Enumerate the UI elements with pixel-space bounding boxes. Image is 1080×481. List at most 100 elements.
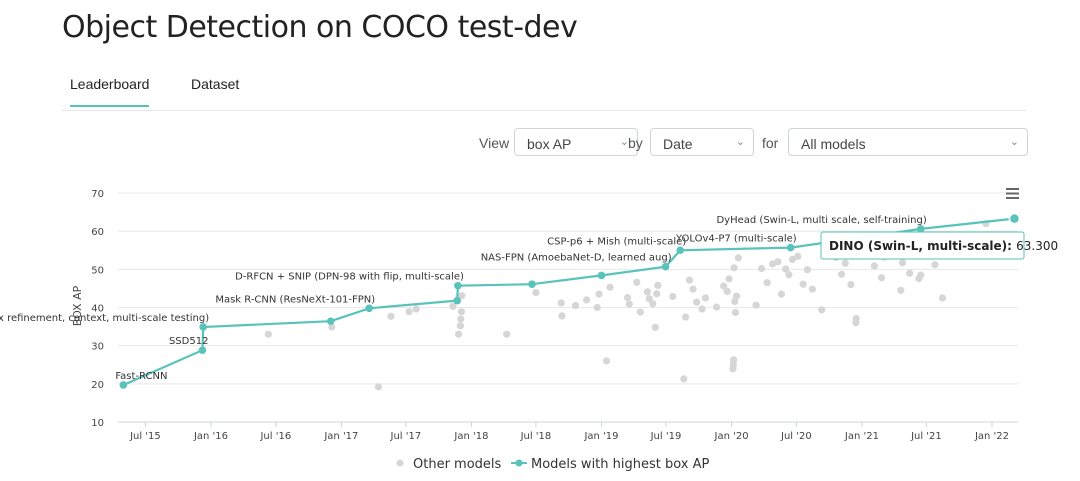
other-model-point — [763, 279, 771, 287]
other-model-point — [782, 265, 790, 273]
x-tick-label: Jan '20 — [714, 431, 749, 442]
other-model-point — [693, 298, 701, 306]
sota-point-label: CSP-p6 + Mish (multi-scale) — [547, 236, 686, 247]
by-label: by — [628, 135, 643, 151]
y-tick-label: 10 — [91, 418, 104, 429]
other-model-point — [651, 323, 659, 331]
x-tick-label: Jul '15 — [129, 431, 161, 442]
other-model-point — [803, 266, 812, 274]
other-model-point — [593, 303, 601, 312]
for-select-value: All models — [801, 136, 866, 152]
sota-point — [119, 381, 128, 389]
tooltip: DINO (Swin-L, multi-scale): 63.300 — [820, 231, 1058, 260]
other-model-point — [777, 290, 786, 298]
sota-point — [916, 225, 925, 233]
tab-dataset[interactable]: Dataset — [191, 76, 240, 92]
for-select[interactable]: All models ⌄ — [788, 128, 1028, 156]
other-model-point — [532, 289, 540, 297]
svg-text:DINO (Swin-L, multi-scale): 63: DINO (Swin-L, multi-scale): 63.300 — [829, 239, 1058, 253]
x-tick-label: Jan '22 — [974, 431, 1009, 442]
sota-labels: Fast-RCNN SSD512 Faster R-CNN (box refinem… — [0, 215, 927, 382]
sota-point — [786, 243, 795, 252]
tab-leaderboard[interactable]: Leaderboard — [70, 76, 150, 107]
sota-line — [122, 217, 1015, 387]
other-model-point — [774, 258, 782, 266]
y-tick-label: 60 — [91, 227, 104, 238]
other-model-point — [412, 305, 420, 313]
other-model-point — [841, 259, 849, 267]
y-axis-label: BOX AP — [71, 285, 84, 326]
x-tick-label: Jan '16 — [193, 431, 228, 442]
other-model-point — [877, 274, 886, 282]
other-model-point — [669, 292, 677, 301]
for-label: for — [762, 135, 779, 151]
sota-point — [365, 304, 373, 313]
y-tick-label: 30 — [91, 342, 104, 353]
other-model-point — [457, 315, 465, 323]
sota-point — [199, 323, 207, 331]
other-model-point — [732, 292, 741, 300]
sota-point — [198, 346, 207, 355]
x-tick-label: Jul '16 — [259, 431, 291, 442]
other-model-point — [602, 357, 611, 365]
other-model-point — [720, 282, 728, 290]
other-model-point — [449, 302, 457, 310]
controls-bar: View box AP ⌄ by Date ⌄ for All models ⌄ — [0, 128, 1080, 158]
x-tick-label: Jan '19 — [583, 431, 618, 442]
legend-item-other[interactable]: Other models — [396, 457, 502, 472]
legend-item-sota[interactable]: Models with highest box AP — [511, 457, 710, 472]
other-model-point — [799, 280, 807, 288]
menu-button[interactable] — [1004, 185, 1020, 201]
chevron-down-icon: ⌄ — [1009, 136, 1019, 148]
sota-point-label: Mask R-CNN (ResNeXt-101-FPN) — [215, 294, 375, 305]
other-model-point — [794, 252, 802, 260]
chevron-down-icon: ⌄ — [735, 136, 745, 148]
sota-point-label: YOLOv4-P7 (multi-scale) — [675, 234, 797, 245]
x-tick-label: Jan '17 — [323, 431, 358, 442]
x-tick-label: Jan '18 — [453, 431, 488, 442]
x-tick-label: Jul '19 — [650, 431, 682, 442]
legend-other-label: Other models — [413, 457, 502, 472]
other-model-point — [712, 303, 721, 311]
y-axis-ticks: 10 20 30 40 50 60 70 — [91, 189, 104, 429]
other-model-point — [458, 292, 466, 300]
other-model-point — [731, 308, 740, 317]
by-select[interactable]: Date ⌄ — [650, 128, 754, 156]
y-tick-label: 50 — [91, 265, 104, 276]
other-model-point — [625, 300, 633, 308]
sota-point — [326, 317, 335, 326]
legend: Other models Models with highest box AP — [396, 457, 710, 472]
x-tick-label: Jul '17 — [390, 431, 422, 442]
other-model-point — [457, 308, 466, 316]
other-model-point — [725, 275, 733, 283]
other-model-point — [645, 295, 653, 303]
sota-point-label: Faster R-CNN (box refinement, context, m… — [0, 313, 209, 324]
y-tick-label: 40 — [91, 304, 104, 315]
sota-points — [119, 212, 1021, 389]
other-model-point — [734, 254, 742, 262]
other-model-point — [557, 299, 565, 307]
other-model-point — [374, 383, 383, 391]
legend-sota-marker — [515, 459, 523, 467]
tooltip-name: DINO (Swin-L, multi-scale) — [829, 239, 1007, 253]
other-model-point — [730, 356, 738, 364]
other-model-point — [838, 270, 846, 278]
other-model-point — [818, 306, 826, 314]
tooltip-value: 63.300 — [1016, 239, 1058, 253]
other-model-point — [636, 308, 644, 316]
other-model-point — [685, 276, 694, 284]
other-model-point — [931, 261, 939, 269]
other-model-point — [785, 271, 793, 279]
other-model-point — [906, 269, 914, 277]
x-tick-label: Jan '21 — [844, 431, 879, 442]
other-model-point — [264, 330, 272, 338]
sota-point-label: SSD512 — [169, 336, 208, 347]
other-model-point — [757, 264, 766, 273]
other-model-point — [455, 330, 463, 338]
other-model-point — [643, 288, 652, 296]
other-model-point — [917, 271, 925, 279]
sota-point — [661, 262, 670, 271]
other-model-point — [456, 322, 464, 330]
view-select[interactable]: box AP ⌄ — [514, 128, 638, 156]
